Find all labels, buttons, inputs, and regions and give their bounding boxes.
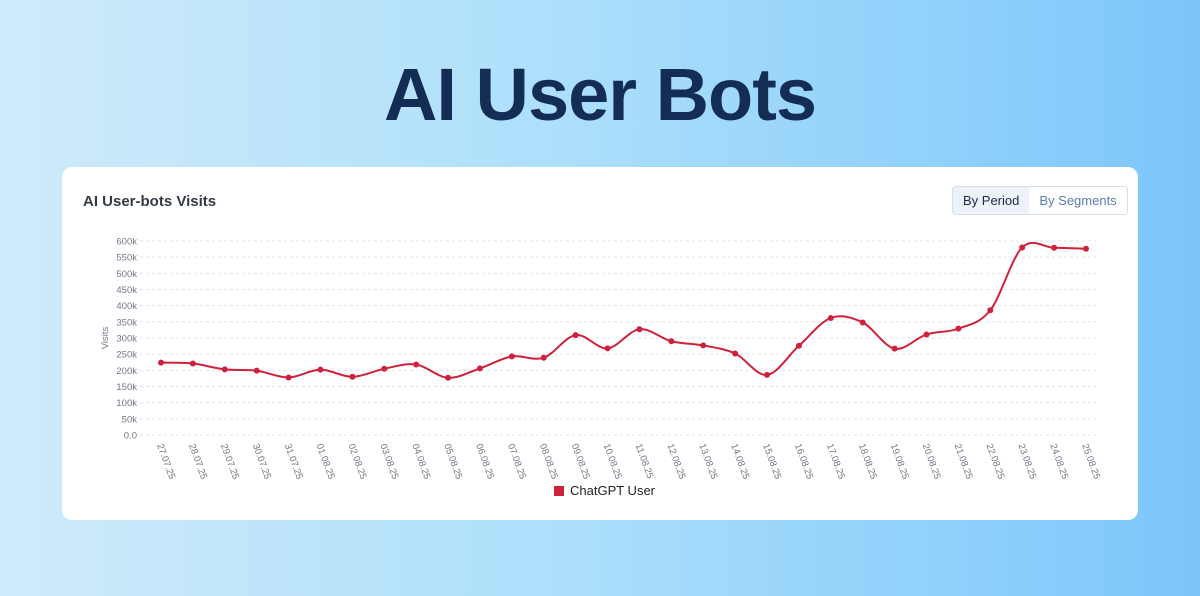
x-tick-label: 16.08.25 [792,442,815,481]
y-axis-label: Visits [100,326,111,349]
data-point [795,342,802,349]
data-point [859,319,866,326]
line-chart: 0.0 50k 100k 150k 200k 250k 300k 350k 400k 450k 50… [100,237,1102,481]
x-tick-label: 11.08.25 [633,442,656,480]
data-point [413,361,420,368]
y-tick-label: 0.0 [124,431,137,442]
chart-card: AI User-bots Visits By Period By Segment… [62,167,1138,520]
data-point [764,371,771,378]
data-point [732,350,739,357]
data-point [317,366,324,373]
x-tick-label: 06.08.25 [473,442,496,481]
data-point [987,307,994,314]
y-tick-label: 250k [116,350,137,361]
data-point [540,354,547,361]
data-point [636,326,643,333]
legend-item[interactable]: ChatGPT User [554,483,655,498]
y-tick-label: 450k [116,285,137,296]
data-point [1083,245,1089,252]
x-tick-label: 29.07.25 [218,442,241,481]
data-point [349,373,356,380]
y-tick-label: 600k [116,237,137,248]
x-tick-label: 24.08.25 [1047,442,1070,481]
data-point [827,314,834,321]
x-tick-label: 07.08.25 [505,442,528,481]
x-tick-label: 13.08.25 [696,442,719,481]
x-tick-label: 20.08.25 [920,442,943,481]
data-point [158,359,164,366]
data-point [572,332,579,339]
x-tick-label: 31.07.25 [282,442,305,481]
x-tick-label: 15.08.25 [760,442,783,481]
x-tick-label: 28.07.25 [186,442,209,481]
data-point [381,365,388,372]
x-tick-label: 01.08.25 [314,442,337,481]
chart-title: AI User-bots Visits [83,193,217,210]
x-tick-label: 30.07.25 [250,442,273,481]
x-tick-label: 05.08.25 [441,442,464,481]
data-point [668,338,675,345]
y-tick-label: 550k [116,253,137,264]
x-tick-label: 12.08.25 [665,442,688,481]
y-tick-label: 50k [122,414,138,425]
legend-swatch [554,485,564,496]
data-point [221,366,228,373]
x-tick-label: 10.08.25 [601,442,624,481]
x-tick-label: 18.08.25 [856,442,879,481]
data-point [891,345,898,352]
x-tick-label: 14.08.25 [728,442,751,481]
x-tick-label: 09.08.25 [569,442,592,481]
y-tick-label: 200k [116,366,137,377]
y-tick-label: 400k [116,301,137,312]
view-toggle: By Period By Segments [952,186,1128,215]
data-point [476,365,483,372]
x-tick-label: 22.08.25 [983,442,1006,481]
x-tick-label: 27.07.25 [154,442,177,481]
data-point [1051,244,1058,251]
series-line [160,241,1087,379]
data-point [253,367,260,374]
x-tick-label: 23.08.25 [1015,442,1038,481]
y-tick-label: 150k [116,382,137,393]
legend-label: ChatGPT User [570,483,656,498]
x-tick-label: 17.08.25 [824,442,847,481]
y-tick-label: 500k [116,269,137,280]
x-tick-label: 25.08.25 [1079,442,1102,481]
data-point [508,353,515,360]
by-period-button[interactable]: By Period [953,187,1030,214]
x-tick-label: 04.08.25 [409,442,432,481]
data-point [700,342,707,349]
page-title: AI User Bots [383,53,817,136]
y-tick-label: 300k [116,334,137,345]
data-point [285,374,292,381]
y-tick-label: 350k [116,317,137,328]
by-segments-button[interactable]: By Segments [1029,187,1127,214]
data-point [955,325,962,332]
x-tick-label: 02.08.25 [346,442,369,481]
data-point [189,360,196,367]
data-point [445,374,452,381]
x-tick-label: 21.08.25 [952,442,975,481]
x-tick-label: 08.08.25 [537,442,560,481]
data-point [604,345,611,352]
y-tick-label: 100k [116,398,137,409]
x-tick-label: 03.08.25 [377,442,400,481]
data-point [923,331,930,338]
data-point [1019,244,1026,251]
x-tick-label: 19.08.25 [888,442,911,481]
